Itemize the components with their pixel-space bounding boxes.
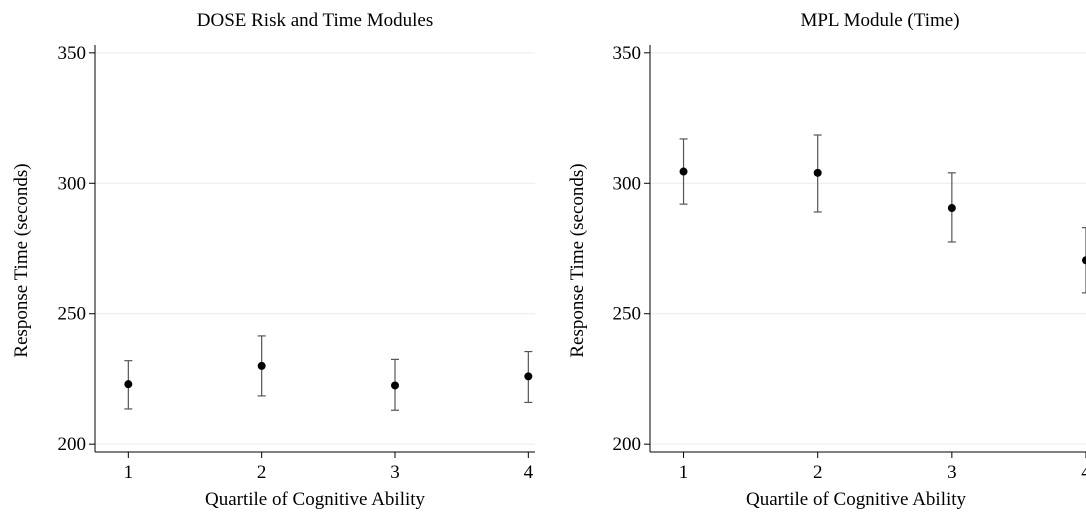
y-axis-label: Response Time (seconds) <box>11 163 32 357</box>
x-tick-label: 1 <box>124 462 134 483</box>
chart-title: DOSE Risk and Time Modules <box>197 10 433 31</box>
y-tick-label: 200 <box>613 434 642 455</box>
x-axis-label: Quartile of Cognitive Ability <box>746 489 967 510</box>
x-tick-label: 2 <box>813 462 823 483</box>
y-tick-label: 350 <box>613 43 642 64</box>
y-tick-label: 300 <box>613 173 642 194</box>
data-point <box>679 167 688 176</box>
data-point <box>257 361 266 370</box>
x-tick-label: 1 <box>679 462 689 483</box>
x-tick-label: 3 <box>947 462 957 483</box>
y-axis-label: Response Time (seconds) <box>567 163 588 357</box>
y-tick-label: 250 <box>613 304 642 325</box>
data-point <box>124 380 133 389</box>
x-tick-label: 4 <box>1081 462 1086 483</box>
x-tick-label: 4 <box>524 462 534 483</box>
data-point <box>524 372 533 381</box>
data-point <box>813 168 822 177</box>
y-tick-label: 350 <box>58 43 87 64</box>
y-tick-label: 250 <box>58 304 87 325</box>
y-tick-label: 300 <box>58 173 87 194</box>
x-axis-label: Quartile of Cognitive Ability <box>205 489 426 510</box>
data-point <box>947 204 956 213</box>
x-tick-label: 3 <box>390 462 400 483</box>
x-tick-label: 2 <box>257 462 267 483</box>
chart-title: MPL Module (Time) <box>800 10 959 31</box>
data-point <box>391 381 399 390</box>
y-tick-label: 200 <box>58 434 87 455</box>
data-point <box>1082 256 1086 265</box>
